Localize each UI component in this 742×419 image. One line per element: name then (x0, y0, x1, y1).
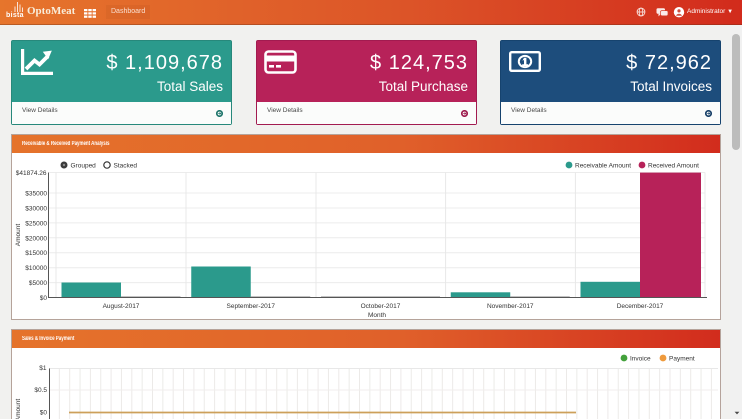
svg-text:$0: $0 (40, 295, 48, 302)
svg-text:$41874.26: $41874.26 (16, 170, 47, 177)
svg-text:$30000: $30000 (25, 206, 47, 213)
svg-text:$20000: $20000 (25, 235, 47, 242)
svg-text:December-2017: December-2017 (617, 303, 664, 310)
svg-text:Stacked: Stacked (114, 163, 138, 170)
svg-text:Receivable Amount: Receivable Amount (575, 163, 631, 170)
svg-text:Grouped: Grouped (71, 163, 97, 170)
svg-text:$0.5: $0.5 (34, 387, 47, 394)
svg-text:August-2017: August-2017 (103, 303, 140, 310)
svg-text:Invoice: Invoice (630, 356, 651, 363)
svg-text:November-2017: November-2017 (487, 303, 534, 310)
svg-text:$0: $0 (40, 410, 48, 417)
svg-text:September-2017: September-2017 (227, 303, 276, 310)
svg-text:October-2017: October-2017 (361, 303, 401, 310)
svg-text:$1: $1 (39, 365, 47, 372)
svg-text:$15000: $15000 (25, 250, 47, 257)
svg-text:Amount: Amount (15, 224, 22, 247)
svg-text:Amount: Amount (15, 399, 22, 419)
svg-text:$35000: $35000 (25, 191, 47, 198)
svg-text:$10000: $10000 (25, 265, 47, 272)
svg-text:Month: Month (368, 312, 386, 318)
svg-text:Received Amount: Received Amount (648, 163, 699, 170)
svg-text:$25000: $25000 (25, 220, 47, 227)
svg-text:Payment: Payment (669, 356, 695, 363)
svg-text:$5000: $5000 (29, 280, 47, 287)
